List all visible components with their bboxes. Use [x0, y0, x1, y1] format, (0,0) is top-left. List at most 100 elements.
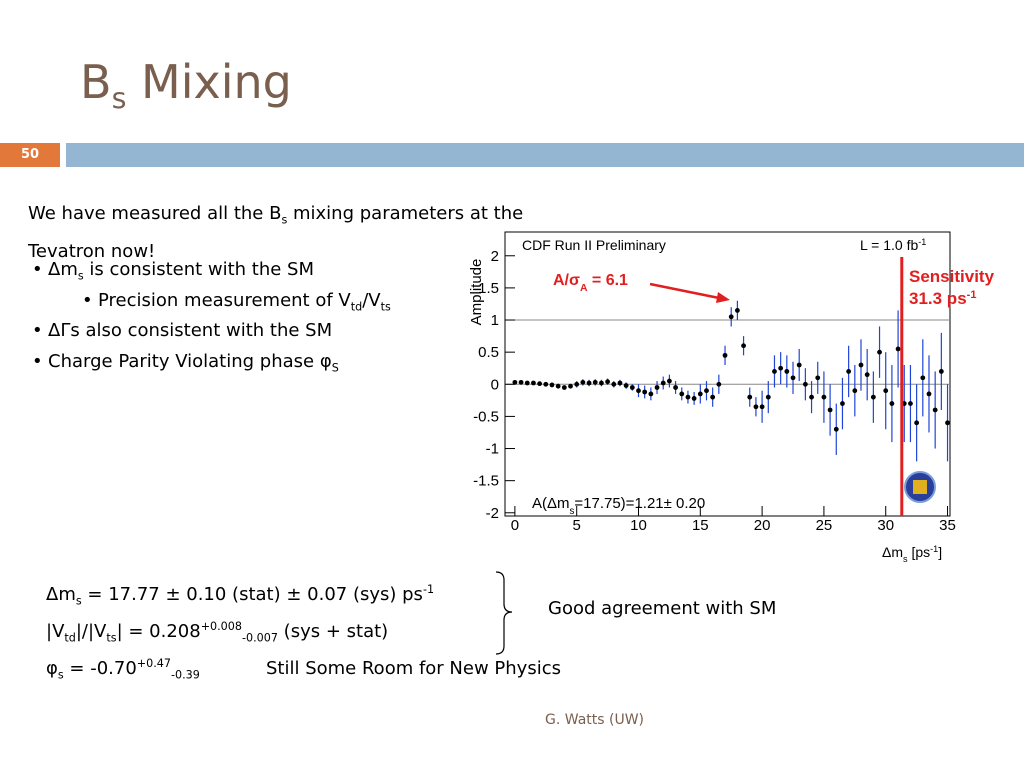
- data-point: [623, 383, 629, 388]
- data-point: [908, 401, 913, 406]
- text: Charge Parity Violating phase φ: [48, 350, 332, 372]
- text: A(Δm: [532, 495, 570, 512]
- x-tick-label: 35: [939, 517, 956, 534]
- data-point: [889, 401, 895, 406]
- data-point: [926, 391, 932, 397]
- data-point: [691, 396, 697, 401]
- subscript: s: [903, 554, 908, 564]
- y-axis-label: Amplitude: [468, 259, 485, 326]
- x-tick-label: 30: [877, 517, 894, 534]
- data-point: [592, 379, 598, 385]
- data-point: [864, 372, 870, 378]
- sensitivity-value: 31.3 ps-1: [909, 289, 976, 308]
- result-formula: φs = -0.70+0.47-0.39: [46, 657, 200, 682]
- data-point: [772, 369, 777, 374]
- data-point: [846, 369, 852, 374]
- data-point: [802, 381, 808, 387]
- supscript: -1: [422, 583, 435, 596]
- text: Precision measurement of V: [98, 289, 351, 311]
- y-tick-label: 2: [491, 248, 499, 265]
- subscript: ts: [106, 631, 117, 645]
- data-point: [945, 420, 950, 426]
- data-point: [858, 362, 864, 368]
- bullet: Charge Parity Violating phase φS: [32, 350, 339, 375]
- data-point: [938, 369, 944, 374]
- result-formula: Δms = 17.77 ± 0.10 (stat) ± 0.07 (sys) p…: [46, 583, 434, 608]
- data-point: [642, 389, 648, 395]
- x-tick-label: 5: [573, 517, 581, 534]
- data-point: [636, 388, 641, 394]
- text: B: [80, 55, 112, 109]
- y-tick-label: 1: [491, 312, 499, 329]
- data-point: [611, 381, 617, 387]
- text: (sys + stat): [277, 621, 389, 642]
- subscript: s: [57, 668, 64, 682]
- agreement-note: Good agreement with SM: [548, 598, 777, 619]
- data-point: [580, 379, 586, 385]
- text: 31.3 ps: [909, 289, 967, 308]
- data-point: [586, 380, 592, 386]
- supscript: -1: [918, 237, 926, 247]
- x-tick-label: 20: [754, 517, 771, 534]
- annotation: A/σA = 6.1: [553, 272, 628, 294]
- data-point: [759, 404, 765, 410]
- data-point: [920, 375, 926, 381]
- data-point: [895, 346, 901, 352]
- data-point: [648, 391, 654, 397]
- data-point: [518, 379, 524, 385]
- data-point: [722, 352, 728, 358]
- x-tick-label: 25: [816, 517, 833, 534]
- data-point: [685, 394, 691, 400]
- data-point: [914, 420, 920, 426]
- x-tick-label: 15: [692, 517, 709, 534]
- x-tick-label: 0: [511, 517, 519, 534]
- subscript: s: [75, 594, 82, 608]
- text: A/σ: [553, 272, 580, 289]
- data-point: [697, 391, 703, 397]
- annotation-arrow: [649, 282, 725, 301]
- data-point: [710, 394, 716, 400]
- chart-title: CDF Run II Preliminary: [522, 237, 666, 253]
- data-point: [599, 380, 604, 386]
- y-tick-label: -1: [486, 441, 499, 458]
- bullet: Precision measurement of Vtd/Vts: [82, 289, 391, 314]
- data-point: [728, 314, 734, 320]
- data-point: [555, 383, 561, 389]
- text: Δm: [882, 544, 903, 560]
- data-point: [734, 307, 740, 313]
- text: =17.75)=1.21± 0.20: [574, 495, 705, 512]
- data-point: [809, 394, 814, 400]
- data-point: [660, 380, 666, 386]
- data-point: [765, 394, 771, 400]
- data-point: [716, 381, 722, 387]
- text: Mixing: [126, 55, 292, 109]
- data-point: [883, 388, 889, 394]
- data-point: [617, 380, 623, 386]
- data-point: [877, 349, 882, 355]
- footer: G. Watts (UW): [545, 712, 645, 728]
- result-formula: |Vtd|/|Vts| = 0.208+0.008-0.007 (sys + s…: [46, 620, 388, 645]
- text: = 6.1: [587, 272, 628, 289]
- bullet: Δms is consistent with the SM: [32, 259, 314, 283]
- subscript: A: [580, 283, 588, 294]
- data-point: [815, 375, 821, 381]
- bracket: [495, 571, 513, 655]
- text: φ: [46, 658, 58, 679]
- data-point: [821, 394, 827, 400]
- text: Δm: [46, 584, 76, 605]
- data-point: [543, 381, 549, 387]
- text: |/|V: [75, 621, 107, 642]
- y-tick-label: 1.5: [478, 280, 499, 297]
- supscript: -1: [930, 544, 938, 554]
- plot-frame: [504, 231, 951, 517]
- data-point: [531, 380, 536, 386]
- sensitivity-label: Sensitivity: [909, 267, 995, 286]
- text: L = 1.0 fb: [860, 237, 918, 253]
- text: mixing parameters at the Tevatron now!: [28, 203, 524, 262]
- supscript: -1: [967, 289, 977, 301]
- data-point: [673, 385, 678, 390]
- text: = 17.77 ± 0.10 (stat) ± 0.07 (sys) ps: [81, 584, 423, 605]
- luminosity: L = 1.0 fb-1: [860, 237, 926, 253]
- text: Δm: [48, 259, 78, 280]
